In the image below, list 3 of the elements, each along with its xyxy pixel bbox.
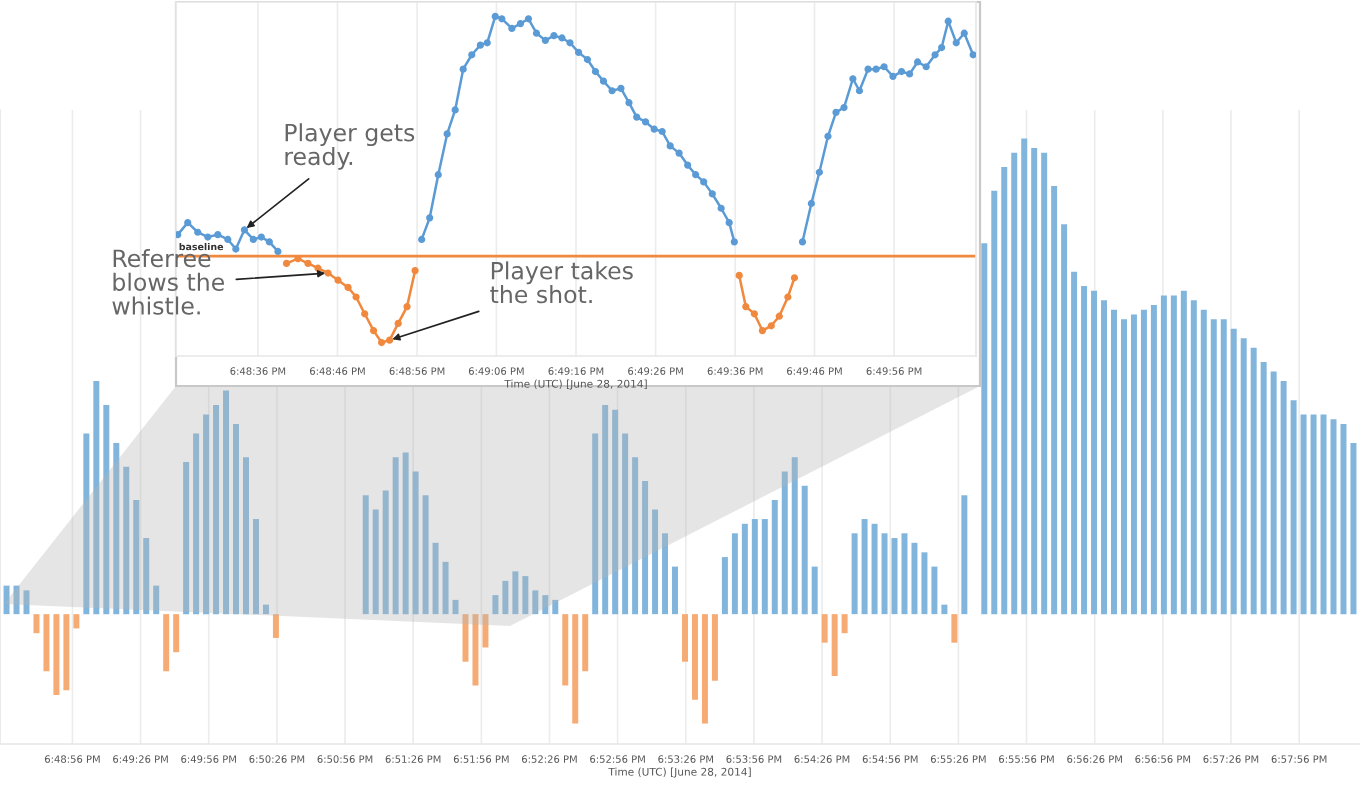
annotation: Player takes the shot. [490,261,633,304]
annotation: Referree blows the whistle. [112,248,224,315]
annotation: Player gets ready. [285,123,415,170]
